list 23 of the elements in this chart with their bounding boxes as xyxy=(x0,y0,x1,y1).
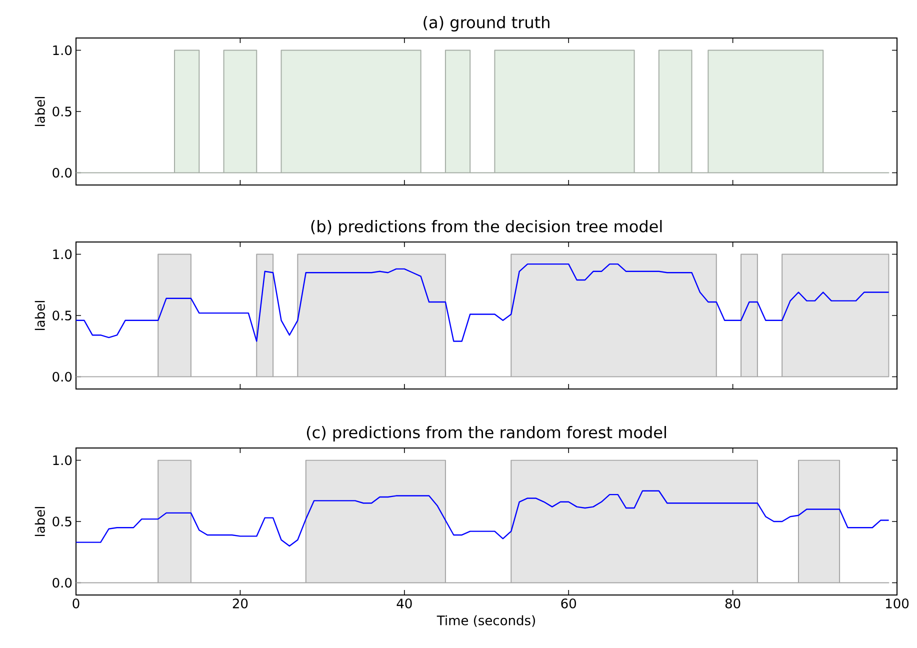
x-tick-label: 60 xyxy=(561,598,576,608)
y-tick-label: 0.5 xyxy=(52,516,72,526)
line-series xyxy=(76,263,890,342)
chart-title: (a) ground truth xyxy=(424,16,550,32)
y-tick-label: 0.5 xyxy=(52,106,72,116)
y-tick-label: 0.0 xyxy=(52,578,72,588)
x-tick-label: 40 xyxy=(396,598,412,608)
y-tick-label: 1.0 xyxy=(53,45,72,56)
y-axis-title: label xyxy=(34,96,45,126)
x-tick-label: 80 xyxy=(725,598,740,608)
x-tick-label: 100 xyxy=(886,598,909,608)
x-axis-title: Time (seconds) xyxy=(436,615,536,627)
y-axis-title: label xyxy=(34,506,45,536)
y-axis-title: label xyxy=(34,300,45,330)
y-tick-label: 0.0 xyxy=(52,168,72,178)
y-tick-label: 1.0 xyxy=(53,455,72,466)
chart-title: (c) predictions from the random forest model xyxy=(306,426,666,442)
chart-title: (b) predictions from the decision tree model xyxy=(311,220,662,236)
x-tick-label: 0 xyxy=(72,598,80,608)
y-tick-label: 0.0 xyxy=(52,372,72,382)
x-tick-label: 20 xyxy=(232,598,248,608)
y-tick-label: 1.0 xyxy=(53,249,72,260)
y-tick-label: 0.5 xyxy=(52,310,72,320)
